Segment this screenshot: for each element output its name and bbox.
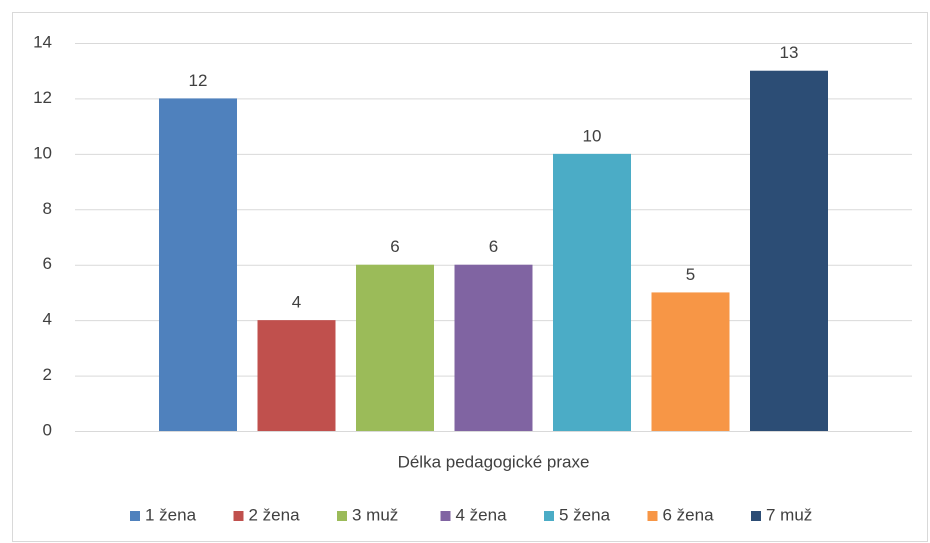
legend-label: 6 žena (663, 505, 715, 524)
legend-label: 4 žena (456, 505, 508, 524)
y-tick-label: 0 (43, 420, 52, 439)
bar (750, 70, 828, 431)
legend-label: 2 žena (249, 505, 301, 524)
y-tick-label: 8 (43, 199, 52, 218)
legend-label: 5 žena (559, 505, 611, 524)
y-tick-label: 14 (33, 32, 52, 51)
bar (454, 264, 533, 431)
data-label: 5 (686, 265, 695, 284)
legend-label: 3 muž (352, 505, 398, 524)
legend-label: 1 žena (145, 505, 197, 524)
bar (257, 320, 336, 431)
bar (553, 153, 631, 431)
bar (356, 264, 434, 431)
x-tick-label: Délka pedagogické praxe (398, 452, 590, 471)
legend-swatch (647, 511, 658, 521)
legend-swatch (544, 511, 554, 521)
data-label: 6 (489, 237, 498, 256)
legend-swatch (751, 511, 761, 521)
legend-swatch (440, 511, 451, 521)
legend-swatch (337, 511, 347, 521)
bar (159, 98, 237, 431)
bar (651, 292, 730, 431)
legend-label: 7 muž (766, 505, 812, 524)
y-tick-label: 10 (33, 143, 52, 162)
data-label: 10 (583, 126, 602, 145)
legend-swatch (233, 511, 244, 521)
y-tick-label: 6 (43, 254, 52, 273)
data-label: 12 (189, 71, 208, 90)
y-tick-label: 4 (43, 310, 52, 329)
data-label: 4 (292, 293, 301, 312)
data-label: 13 (780, 43, 799, 62)
y-tick-label: 2 (43, 365, 52, 384)
y-tick-label: 12 (33, 88, 52, 107)
legend-swatch (130, 511, 140, 521)
data-label: 6 (390, 237, 399, 256)
